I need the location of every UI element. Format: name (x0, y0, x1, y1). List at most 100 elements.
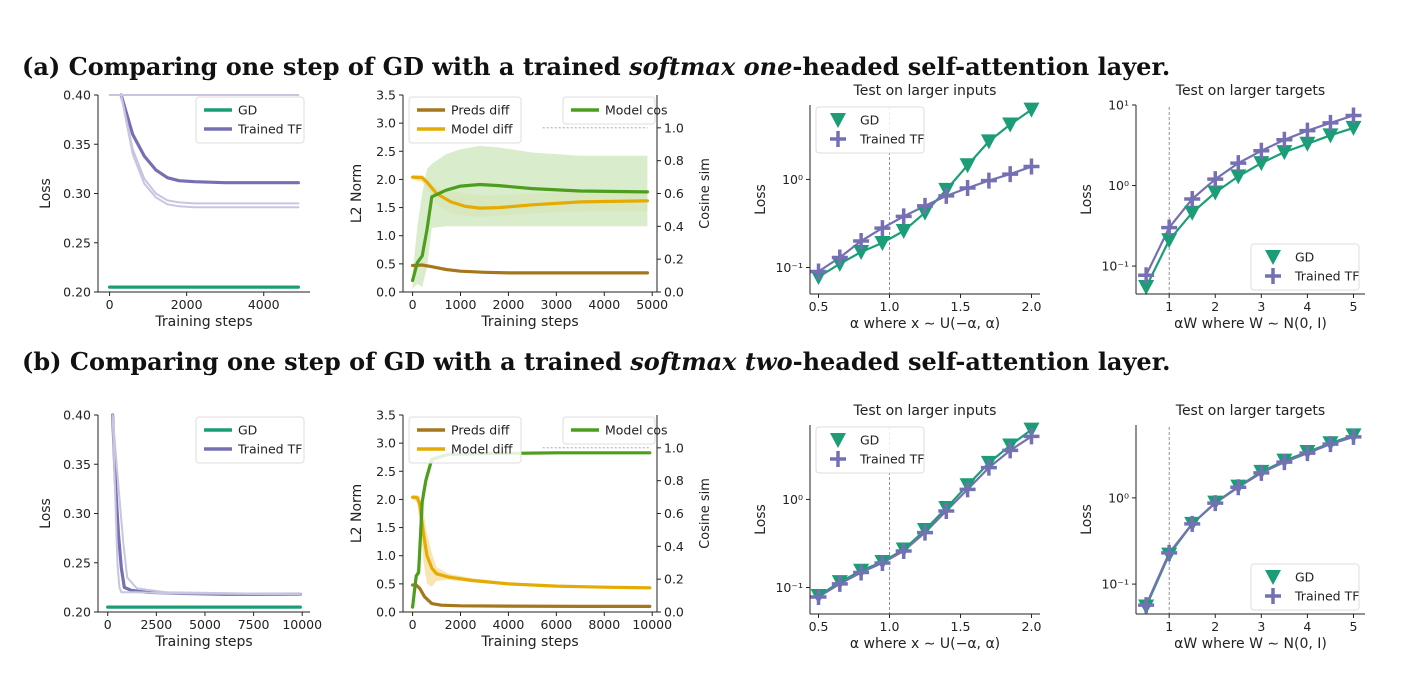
caption-text: (a) Comparing one step of GD with a trai… (22, 52, 630, 81)
caption-italic: softmax (629, 52, 736, 81)
chart-a-loss: 0 2000 4000 0.20 0.25 0.30 0.35 0.40 Training st… (38, 88, 310, 330)
chart-b-inputs: Test on larger inputs 0.5 1.0 1.5 2.0 10⁻¹ 10⁰… (753, 403, 1041, 652)
x-tick-label: 2000 (445, 617, 477, 632)
x-tick-label: 2000 (493, 297, 525, 312)
y-tick-label: 0.5 (376, 256, 396, 271)
x-axis-label: Training steps (480, 314, 578, 330)
tf-marker (1345, 428, 1362, 445)
y-tick-label: 0.35 (63, 457, 91, 472)
y-axis-label: Loss (1079, 504, 1095, 535)
y-tick-label-right: 0.2 (664, 572, 684, 587)
x-tick-label: 1.0 (880, 619, 900, 634)
legend-gd-marker (830, 433, 846, 448)
tf-marker (1161, 219, 1178, 236)
tf-marker (853, 564, 870, 581)
y-tick-label: 10⁻¹ (775, 260, 803, 275)
y-tick-label: 10⁰ (1108, 490, 1129, 505)
x-axis-label: α where x ∼ U(−α, α) (850, 316, 1000, 332)
x-tick-label: 2000 (171, 297, 203, 312)
x-tick-label: 2.0 (1022, 299, 1042, 314)
legend-label: GD (238, 103, 257, 118)
gd-marker (1299, 136, 1316, 152)
row-a-caption: (a) Comparing one step of GD with a trai… (22, 52, 1170, 81)
tf-marker (1023, 428, 1040, 445)
y-tick-label: 0.0 (376, 285, 396, 300)
x-axis-label: Training steps (154, 634, 252, 650)
series-line-gd (1144, 126, 1355, 289)
y-tick-label: 3.0 (376, 116, 396, 131)
legend: GD Trained TF (195, 96, 305, 144)
y-tick-label: 10⁰ (1108, 178, 1129, 193)
x-axis-label: αW where W ∼ N(0, I) (1174, 316, 1327, 332)
tf-marker (1299, 122, 1316, 139)
y-tick-label: 10⁰ (782, 492, 803, 507)
tf-marker (1184, 515, 1201, 532)
tf-marker (1002, 442, 1019, 459)
x-axis-label: α where x ∼ U(−α, α) (850, 636, 1000, 652)
legend-label: GD (1295, 570, 1314, 585)
x-tick-label: 1.0 (880, 299, 900, 314)
tf-marker (831, 575, 848, 592)
chart-a-inputs: Test on larger inputs 0.5 1.0 1.5 2.0 10⁻¹ 10⁰… (753, 83, 1042, 332)
chart-title: Test on larger targets (1175, 83, 1325, 99)
y-tick-label: 10⁻¹ (1101, 577, 1129, 592)
series-line-model-diff (410, 175, 649, 210)
tf-marker (1023, 158, 1040, 175)
caption-space (735, 52, 743, 81)
series-line-model-diff (410, 495, 652, 590)
y-axis-label: Loss (753, 504, 769, 535)
y-tick-label: 2.0 (376, 172, 396, 187)
tf-marker (1345, 107, 1362, 124)
tf-marker (1276, 454, 1293, 471)
legend-gd-marker (1265, 570, 1281, 585)
x-tick-label: 7500 (238, 617, 270, 632)
y-tick-label-right: 0.8 (664, 473, 684, 488)
legend-label: Model cos (605, 423, 668, 438)
x-tick-label: 4000 (493, 617, 525, 632)
y-tick-label: 0.30 (63, 186, 91, 201)
x-tick-label: 1 (1165, 619, 1173, 634)
y-tick-label: 0.40 (63, 88, 91, 103)
legend: Model cos (562, 416, 668, 445)
gd-marker (980, 134, 997, 150)
chart-title: Test on larger inputs (853, 83, 997, 99)
x-tick-label: 5 (1350, 619, 1358, 634)
tf-marker (853, 232, 870, 249)
x-axis-label: Training steps (154, 314, 252, 330)
tf-marker (895, 542, 912, 559)
x-axis-label: Training steps (480, 634, 578, 650)
legend-label: Trained TF (859, 452, 924, 467)
y-tick-label-right: 0.6 (664, 506, 684, 521)
tf-marker (1230, 479, 1247, 496)
y-tick-label: 0.25 (63, 555, 91, 570)
y-tick-label-right: 0.8 (664, 153, 684, 168)
legend: GD Trained TF (1250, 243, 1360, 291)
tf-marker (1322, 114, 1339, 131)
y-tick-label-right: 0.4 (664, 219, 684, 234)
x-tick-label: 2 (1211, 299, 1219, 314)
legend: GD Trained TF (195, 416, 305, 464)
tf-marker (938, 502, 955, 519)
chart-b-loss: 0 2500 5000 7500 10000 0.20 0.25 0.30 0.35 0.40 Tr… (38, 408, 322, 651)
tf-marker (1276, 131, 1293, 148)
legend-label: Preds diff (451, 423, 510, 438)
legend-tf-marker (1265, 268, 1281, 284)
gd-marker (1345, 120, 1362, 136)
tf-marker (938, 187, 955, 204)
x-tick-label: 4000 (588, 297, 620, 312)
legend-label: GD (1295, 250, 1314, 265)
tf-marker (959, 481, 976, 498)
y-tick-label: 1.0 (376, 548, 396, 563)
tf-marker (1184, 191, 1201, 208)
y-tick-label-right: 1.0 (664, 440, 684, 455)
legend: GD Trained TF (815, 426, 925, 474)
tf-marker (980, 459, 997, 476)
legend: GD Trained TF (1250, 563, 1360, 611)
y-tick-label-right: 1.0 (664, 120, 684, 135)
gd-marker (1230, 169, 1247, 185)
y-tick-label-right: 0.0 (664, 285, 684, 300)
legend-label: Trained TF (859, 132, 924, 147)
caption-text: -headed self-attention layer. (792, 52, 1171, 81)
legend-tf-marker (830, 451, 846, 467)
caption-italic: one (743, 52, 793, 81)
